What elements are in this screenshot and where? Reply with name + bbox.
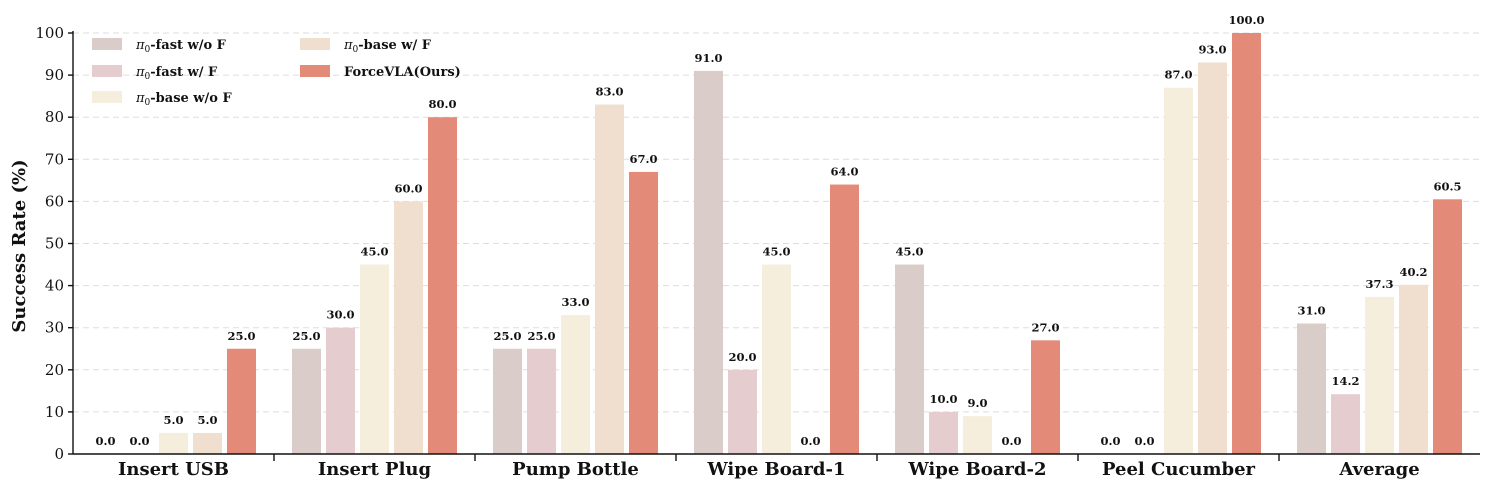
bar [728,369,757,454]
legend-label: ForceVLA(Ours) [344,65,461,80]
data-label: 45.0 [360,245,388,259]
data-label: 31.0 [1297,303,1325,317]
data-label: 40.2 [1399,265,1427,279]
legend-label: π0-fast w/o F [135,38,227,55]
bar [527,348,556,454]
bar [1164,87,1193,454]
legend-swatch [300,65,330,77]
data-label: 27.0 [1031,320,1059,334]
bar [292,348,321,454]
data-label: 93.0 [1198,42,1226,56]
data-label: 25.0 [527,329,555,343]
data-label: 5.0 [197,413,217,427]
legend-swatch [92,91,122,103]
bar [1331,394,1360,454]
bar [595,104,624,454]
x-category-label: Pump Bottle [512,459,639,480]
x-category-label: Peel Cucumber [1102,459,1256,480]
bar [694,70,723,454]
bar [561,315,590,454]
y-tick-label: 40 [45,277,64,295]
data-label: 9.0 [967,396,987,410]
legend-swatch [300,38,330,50]
y-tick-label: 70 [45,150,64,168]
y-tick-label: 0 [54,445,64,463]
data-label: 45.0 [895,245,923,259]
bar [227,348,256,454]
bar [1433,199,1462,454]
bar [326,327,355,454]
data-label: 0.0 [1100,434,1120,448]
bar-layer [159,33,1462,454]
x-category-label: Average [1338,459,1419,480]
bar [929,411,958,454]
bar [394,201,423,454]
bar [963,416,992,454]
data-label: 30.0 [326,308,354,322]
y-tick-label: 20 [45,361,64,379]
data-label: 0.0 [1001,434,1021,448]
x-category-label: Wipe Board-2 [908,459,1047,480]
data-label: 5.0 [163,413,183,427]
data-label: 20.0 [728,350,756,364]
data-label: 0.0 [800,434,820,448]
bar [1198,62,1227,454]
data-label: 10.0 [929,392,957,406]
legend-swatch [92,38,122,50]
y-tick-label: 60 [45,192,64,210]
legend-label: π0-base w/o F [135,91,232,108]
bar [1365,296,1394,454]
legend-label: π0-fast w/ F [135,65,218,82]
y-tick-label: 10 [45,403,64,421]
data-label: 25.0 [493,329,521,343]
legend: π0-fast w/o F π0-fast w/ F π0-base w/o F π0… [92,38,461,108]
y-tick-label: 30 [45,319,64,337]
data-label: 91.0 [694,51,722,65]
legend-swatch [92,65,122,77]
bar [360,264,389,454]
bar [428,117,457,454]
bar [895,264,924,454]
bar [1399,284,1428,454]
y-tick-label: 90 [45,66,64,84]
x-category-label: Insert Plug [318,459,432,480]
data-label: 14.2 [1331,374,1359,388]
data-label: 0.0 [1134,434,1154,448]
y-axis-label: Success Rate (%) [9,159,30,332]
data-label: 25.0 [292,329,320,343]
data-label: 60.0 [394,181,422,195]
data-label: 80.0 [428,97,456,111]
data-label: 100.0 [1228,13,1264,27]
bar [159,432,188,454]
axis-layer: 0 10 20 30 40 50 60 70 80 90 100 Insert USB Insert P… [35,24,1480,480]
data-label: 87.0 [1164,68,1192,82]
data-label: 33.0 [561,295,589,309]
bar [1031,340,1060,454]
data-label: 64.0 [830,165,858,179]
bar [1232,33,1261,454]
legend-label: π0-base w/ F [343,38,432,55]
label-layer: 0.0 0.0 5.0 5.0 25.0 25.0 30.0 45.0 60.0 80.0 25.0… [95,13,1461,448]
data-label: 0.0 [129,434,149,448]
bar [762,264,791,454]
x-category-label: Insert USB [118,459,229,480]
bar [1297,323,1326,454]
y-tick-label: 80 [45,108,64,126]
bar [493,348,522,454]
data-label: 67.0 [629,152,657,166]
data-label: 0.0 [95,434,115,448]
data-label: 45.0 [762,245,790,259]
bar [629,171,658,454]
bar [830,184,859,454]
data-label: 60.5 [1433,179,1461,193]
bar [193,432,222,454]
data-label: 37.3 [1365,277,1393,291]
data-label: 83.0 [595,85,623,99]
x-category-label: Wipe Board-1 [707,459,846,480]
y-tick-label: 50 [45,235,64,253]
data-label: 25.0 [227,329,255,343]
y-tick-label: 100 [35,24,64,42]
